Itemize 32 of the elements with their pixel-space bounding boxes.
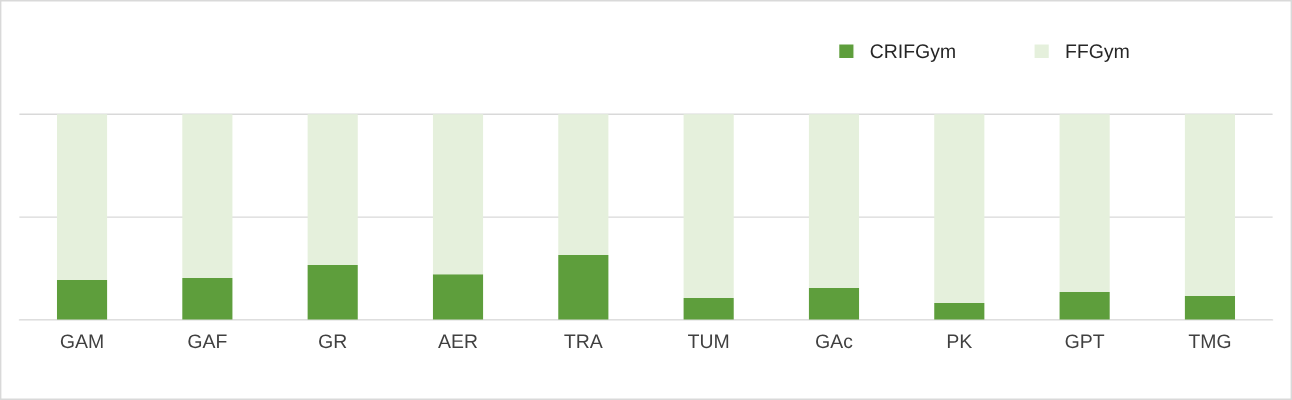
x-tick-label: GPT [1065,334,1105,349]
bar [683,114,734,298]
bar [558,114,609,255]
x-tick-label: GAF [188,334,227,349]
bar [1059,114,1110,293]
x-tick-label: TUM [688,334,729,349]
bar [56,114,108,281]
bar [934,114,985,303]
bar [1184,295,1236,320]
bar [182,114,233,279]
x-tick-label: TRA [564,334,603,348]
bar [1184,114,1236,296]
legend-label: FFGym [1066,44,1129,62]
x-tick-label: GAc [816,334,853,349]
bar [683,297,734,320]
bar [432,274,484,320]
legend-label: CRIFGym [870,44,955,62]
x-tick-label: AER [438,334,478,348]
x-tick-label: GR [319,334,347,349]
bar [808,288,860,320]
x-tick-label: TMG [1188,334,1231,349]
x-tick-label: PK [947,334,973,348]
bar [934,302,985,320]
bar [558,254,609,320]
bar [56,280,108,320]
x-tick-label: GAM [60,334,103,349]
bar [307,265,358,320]
bar [307,114,358,266]
bar [432,114,484,275]
bar [808,114,860,289]
bar [182,278,233,320]
bar [1059,292,1110,320]
